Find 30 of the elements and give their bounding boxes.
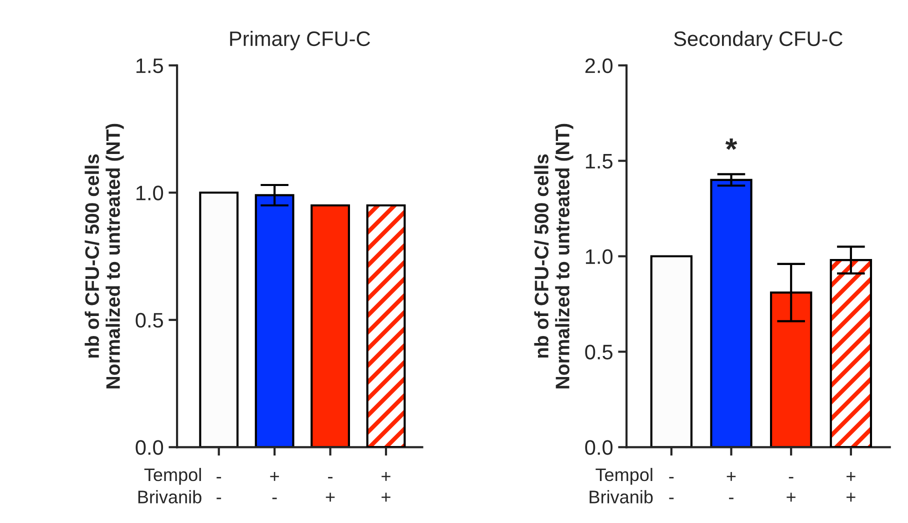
y-tick-label: 0.0: [585, 440, 613, 455]
x-tick-label: - +: [326, 476, 335, 502]
x-tick-label: + +: [382, 472, 390, 502]
chart-title: Secondary CFU-C: [674, 30, 842, 50]
bar: [650, 255, 692, 448]
y-tick-label: 0.0: [136, 440, 164, 455]
text: Tempol: [596, 468, 652, 485]
bar: [710, 178, 752, 448]
bar: [310, 204, 350, 448]
y-tick-label: 0.5: [585, 344, 612, 360]
x-tick-label: + -: [726, 472, 736, 500]
y-tick-label: 1.5: [586, 154, 612, 169]
x-tick-label: - +: [786, 476, 796, 502]
x-tick-label: + +: [846, 472, 856, 502]
text: Brivanib: [138, 490, 202, 504]
annotation: *: [725, 138, 738, 150]
y-axis-title: nb of CFU-C/ 500 cells Normalized to untreated (NT): [534, 124, 574, 388]
y-axis-title: nb of CFU-C/ 500 cells Normalized to untreated (NT): [84, 124, 124, 388]
x-tick-label: + -: [270, 472, 279, 500]
chart-title: Primary CFU-C: [230, 30, 370, 50]
x-tick-label: - -: [669, 476, 674, 500]
y-tick-label: 2.0: [585, 58, 613, 74]
y-tick-label: 0.5: [136, 312, 163, 328]
bar: [199, 192, 239, 448]
x-tick-label: - -: [216, 476, 222, 500]
text: Brivanib: [590, 490, 653, 504]
text: Tempol: [144, 468, 201, 485]
y-tick-label: 1.5: [136, 58, 163, 74]
y-tick-label: 1.0: [136, 186, 164, 200]
y-tick-label: 1.0: [586, 249, 613, 264]
